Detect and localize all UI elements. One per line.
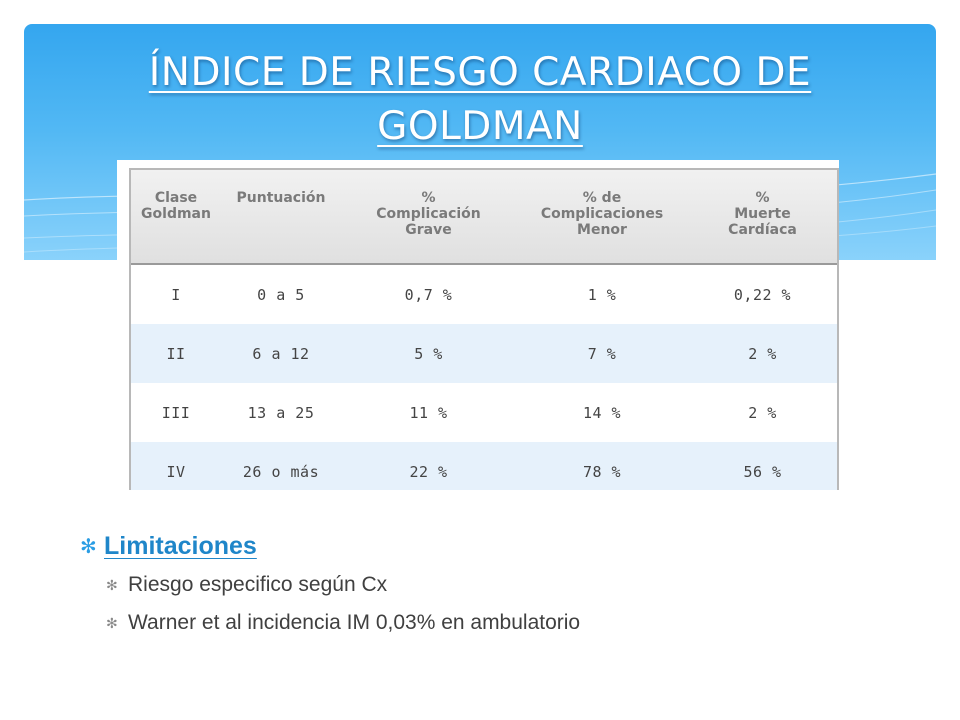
slide-title-line-1: ÍNDICE DE RIESGO CARDIACO DE: [148, 50, 812, 95]
table-cell: 2 %: [748, 403, 777, 422]
header-text: Clase: [154, 190, 198, 206]
header-complicacion-grave: % Complicación Grave: [341, 170, 516, 265]
header-text: Grave: [405, 222, 452, 238]
goldman-table-frame: Clase Goldman Puntuación % Complicación …: [129, 168, 839, 490]
sub-bullet: ✻ Riesgo especifico según Cx: [106, 566, 920, 604]
bullet-heading: Limitaciones: [104, 531, 257, 560]
asterisk-bullet-icon: ✻: [106, 576, 118, 593]
table-cell: II: [131, 324, 221, 383]
table-cell: 0,22 %: [733, 285, 792, 304]
table-cell: 22 %: [341, 442, 516, 490]
table-cell: 14 %: [582, 403, 622, 422]
asterisk-bullet-icon: ✻: [80, 535, 97, 558]
header-text: Puntuación: [236, 190, 326, 206]
slide-title: ÍNDICE DE RIESGO CARDIACO DE GOLDMAN: [24, 46, 936, 154]
table-header-row: Clase Goldman Puntuación % Complicación …: [131, 170, 837, 265]
table-cell: 1 %: [587, 285, 617, 304]
table-cell: IV: [131, 442, 221, 490]
sub-bullet-text: Riesgo especifico según Cx: [128, 573, 388, 596]
header-text: %: [755, 190, 770, 206]
table-cell: 13 a 25: [247, 403, 315, 422]
table-cell: 78 %: [516, 442, 688, 490]
slide-title-line-2: GOLDMAN: [377, 104, 583, 149]
header-text: Complicaciones: [540, 206, 664, 222]
goldman-table-image: Clase Goldman Puntuación % Complicación …: [117, 160, 839, 490]
header-text: % de: [582, 190, 622, 206]
sub-bullet: ✻ Warner et al incidencia IM 0,03% en am…: [106, 604, 920, 642]
table-cell: 0,7 %: [404, 285, 453, 304]
table-row: IV 26 o más 22 % 78 % 56 %: [131, 442, 837, 490]
header-text: %: [421, 190, 436, 206]
table-cell: 6 a 12: [221, 324, 341, 383]
table-cell: 26 o más: [221, 442, 341, 490]
table-cell: I: [171, 285, 181, 304]
header-text: Cardíaca: [728, 222, 797, 238]
table-cell: 11 %: [409, 403, 448, 422]
table-cell: 7 %: [516, 324, 688, 383]
header-clase-goldman: Clase Goldman: [131, 170, 221, 265]
header-text: Complicación: [376, 206, 481, 222]
bullet-list: ✻ Limitaciones ✻ Riesgo especifico según…: [80, 526, 920, 642]
bullet-limitaciones: ✻ Limitaciones: [80, 526, 920, 566]
sub-bullet-text: Warner et al incidencia IM 0,03% en ambu…: [128, 611, 581, 634]
table-cell: 5 %: [341, 324, 516, 383]
header-text: Menor: [577, 222, 627, 238]
table-cell: III: [161, 403, 191, 422]
asterisk-bullet-icon: ✻: [106, 614, 118, 631]
header-text: Muerte: [734, 206, 791, 222]
table-row: II 6 a 12 5 % 7 % 2 %: [131, 324, 837, 383]
header-muerte-cardiaca: % Muerte Cardíaca: [688, 170, 837, 265]
header-puntuacion: Puntuación: [221, 170, 341, 265]
header-complicaciones-menor: % de Complicaciones Menor: [516, 170, 688, 265]
table-row: III 13 a 25 11 % 14 % 2 %: [131, 383, 837, 442]
table-cell: 56 %: [688, 442, 837, 490]
table-row: I 0 a 5 0,7 % 1 % 0,22 %: [131, 264, 837, 324]
goldman-risk-table: Clase Goldman Puntuación % Complicación …: [131, 170, 837, 490]
table-cell: 0 a 5: [257, 285, 305, 304]
table-cell: 2 %: [688, 324, 837, 383]
header-text: Goldman: [141, 206, 211, 222]
